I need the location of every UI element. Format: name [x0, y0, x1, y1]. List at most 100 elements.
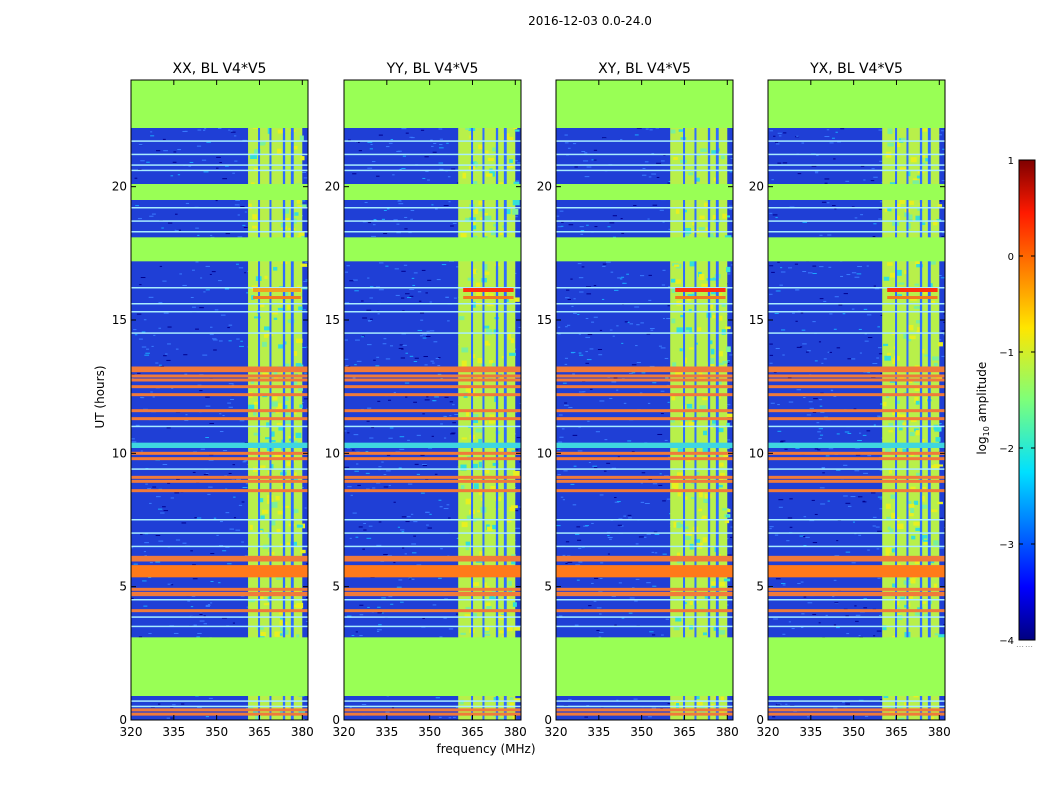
rfi-speck: [938, 342, 943, 347]
noise-speck: [160, 512, 165, 514]
noise-speck: [387, 555, 392, 557]
noise-speck: [368, 525, 373, 527]
noise-speck: [406, 516, 411, 518]
noise-speck: [225, 546, 230, 548]
noise-speck: [383, 209, 387, 211]
noise-speck: [422, 177, 426, 179]
noise-speck: [610, 271, 614, 273]
rfi-speck: [478, 208, 486, 212]
noise-speck: [383, 233, 388, 235]
x-tick-label: 320: [120, 725, 143, 739]
noise-speck: [230, 399, 235, 401]
noise-speck: [617, 277, 621, 279]
hotspot: [275, 288, 284, 292]
noise-speck: [591, 321, 595, 323]
noise-speck: [399, 448, 405, 450]
time-line: [768, 220, 945, 222]
hotspot: [279, 288, 288, 292]
rfi-speck: [273, 317, 278, 320]
noise-speck: [651, 634, 656, 636]
noise-speck: [576, 526, 581, 528]
noise-speck: [455, 706, 461, 708]
noise-speck: [729, 354, 733, 356]
rfi-speck: [933, 583, 937, 590]
orange-line: [344, 378, 521, 382]
noise-speck: [775, 578, 781, 580]
noise-speck: [192, 269, 195, 271]
noise-speck: [165, 353, 168, 355]
noise-speck: [413, 272, 418, 274]
time-line: [344, 140, 521, 142]
rfi-speck: [277, 129, 285, 134]
noise-speck: [149, 562, 153, 564]
noise-speck: [155, 535, 161, 537]
noise-speck: [405, 521, 410, 523]
noise-speck: [209, 422, 215, 424]
noise-speck: [347, 615, 352, 617]
flagged-region: [556, 80, 733, 128]
noise-speck: [218, 127, 222, 129]
noise-speck: [354, 290, 359, 292]
noise-speck: [845, 502, 851, 504]
x-tick-label: 335: [799, 725, 822, 739]
noise-speck: [367, 319, 372, 321]
noise-speck: [234, 160, 238, 162]
noise-speck: [638, 536, 644, 538]
noise-speck: [211, 271, 216, 273]
noise-speck: [176, 478, 180, 480]
noise-speck: [775, 704, 781, 706]
noise-speck: [599, 329, 603, 331]
time-line: [344, 532, 521, 534]
x-tick-label: 350: [205, 725, 228, 739]
rfi-speck: [724, 235, 732, 239]
noise-speck: [355, 141, 359, 143]
rfi-speck: [260, 515, 265, 521]
noise-speck: [586, 286, 592, 288]
noise-speck: [355, 536, 359, 538]
noise-speck: [225, 488, 228, 490]
noise-speck: [190, 296, 194, 298]
noise-speck: [860, 214, 864, 216]
noise-speck: [177, 174, 181, 176]
rfi-speck: [285, 412, 290, 416]
orange-line: [556, 369, 733, 373]
noise-speck: [155, 362, 159, 364]
rfi-speck: [885, 552, 890, 557]
rfi-speck: [258, 498, 264, 503]
noise-speck: [410, 513, 414, 515]
hotspot: [486, 288, 495, 292]
noise-speck: [448, 201, 451, 203]
time-line: [556, 332, 733, 334]
noise-speck: [575, 533, 580, 535]
noise-speck: [564, 363, 568, 365]
rfi-speck: [295, 363, 302, 369]
rfi-speck: [900, 137, 906, 142]
noise-speck: [640, 482, 644, 484]
noise-speck: [783, 132, 787, 134]
noise-speck: [773, 371, 777, 373]
x-tick-label: 335: [587, 725, 610, 739]
rfi-speck: [916, 472, 922, 478]
hotspot: [698, 296, 707, 299]
noise-speck: [602, 263, 607, 265]
orange-line: [556, 587, 733, 591]
noise-speck: [381, 461, 384, 463]
noise-speck: [404, 228, 408, 230]
noise-speck: [163, 150, 168, 152]
noise-speck: [305, 279, 308, 281]
noise-speck: [585, 336, 591, 338]
rfi-speck: [300, 549, 306, 554]
noise-speck: [305, 597, 308, 599]
orange-line: [344, 451, 521, 455]
noise-speck: [648, 299, 652, 301]
rfi-speck: [895, 412, 900, 418]
y-tick-label: 5: [332, 580, 340, 594]
noise-speck: [231, 384, 235, 386]
noise-speck: [578, 333, 581, 335]
rfi-speck: [250, 154, 258, 159]
rfi-speck: [719, 472, 726, 476]
rfi-speck: [513, 470, 520, 477]
colorbar-tick-label: −1: [999, 348, 1014, 359]
noise-speck: [422, 465, 428, 467]
orange-line: [131, 475, 308, 479]
